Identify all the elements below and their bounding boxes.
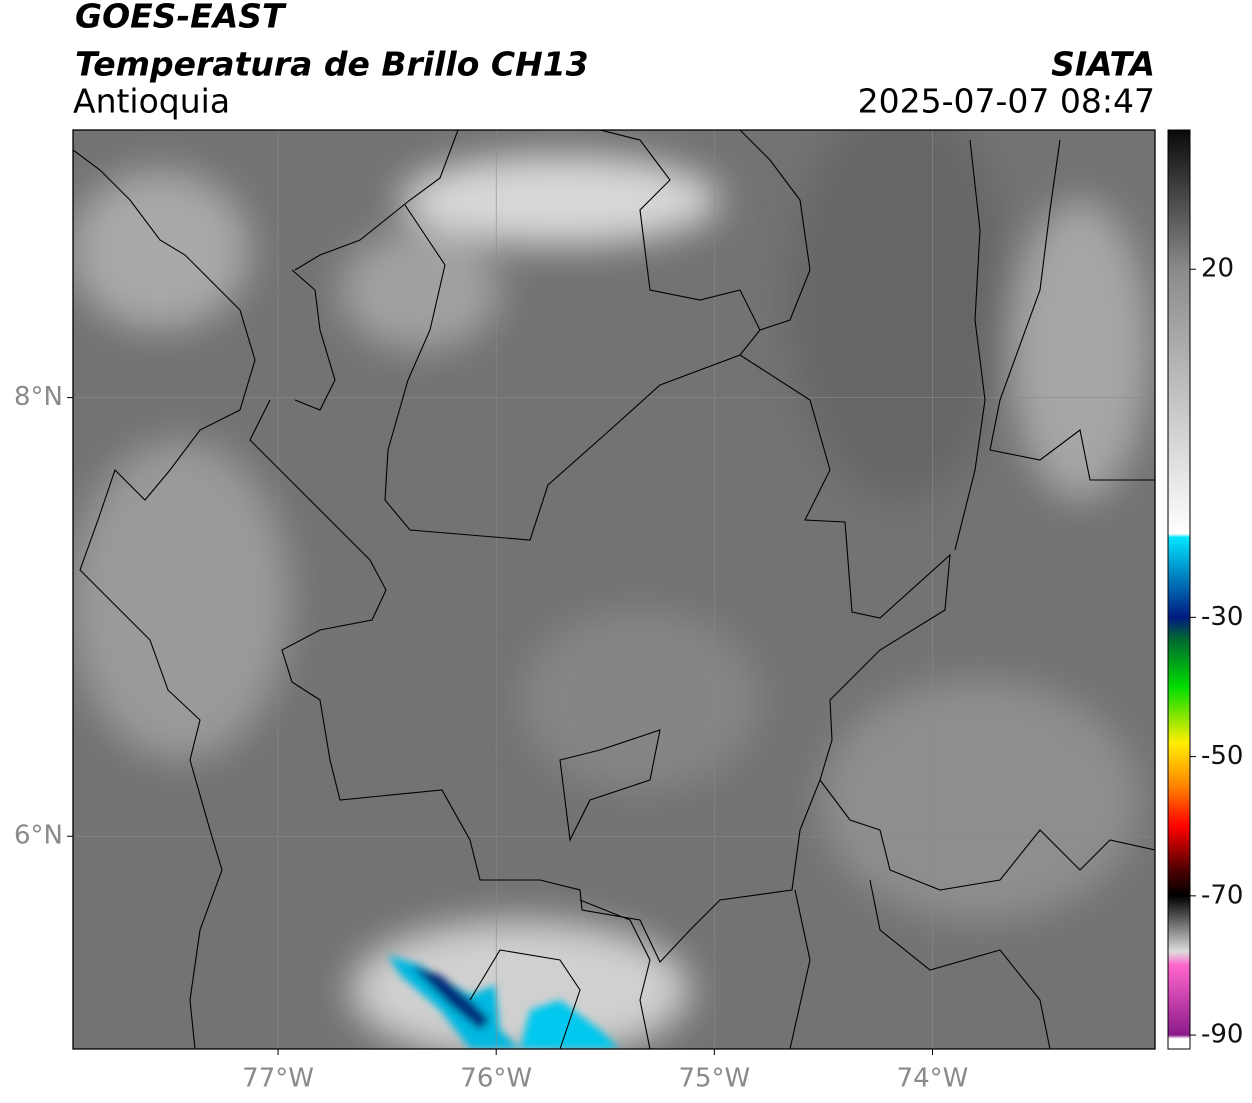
map-area xyxy=(73,130,1155,1049)
subtitle: Temperatura de Brillo CH13 xyxy=(75,45,589,84)
coastline xyxy=(73,130,459,1049)
colorbar-tick-label: 20 xyxy=(1201,254,1234,284)
title: GOES-EAST xyxy=(75,0,287,36)
x-tick-label: 75°W xyxy=(678,1064,750,1094)
clouds xyxy=(73,130,1150,1049)
region: Antioquia xyxy=(73,82,230,121)
x-tick-label: 74°W xyxy=(897,1064,969,1094)
colorbar xyxy=(1167,129,1191,1050)
colorbar-tick-label: -90 xyxy=(1201,1020,1243,1050)
x-tick-label: 76°W xyxy=(460,1064,532,1094)
cold-tops xyxy=(388,955,620,1049)
map-frame xyxy=(72,129,1156,1050)
axes: 77°W 76°W 75°W 74°W 8°N 6°N 20 -30 -50 -70 -90 xyxy=(14,254,1243,1094)
datetime: 2025-07-07 08:47 xyxy=(858,82,1155,121)
source: SIATA xyxy=(1051,45,1155,84)
grid xyxy=(73,130,1155,1049)
y-tick-label: 6°N xyxy=(14,821,63,851)
colorbar-tick-label: -30 xyxy=(1201,602,1243,632)
colorbar-tick-label: -50 xyxy=(1201,741,1243,771)
colorbar-tick-label: -70 xyxy=(1201,880,1243,910)
y-tick-label: 8°N xyxy=(14,382,63,412)
x-tick-label: 77°W xyxy=(242,1064,314,1094)
department-border xyxy=(249,130,1155,1049)
